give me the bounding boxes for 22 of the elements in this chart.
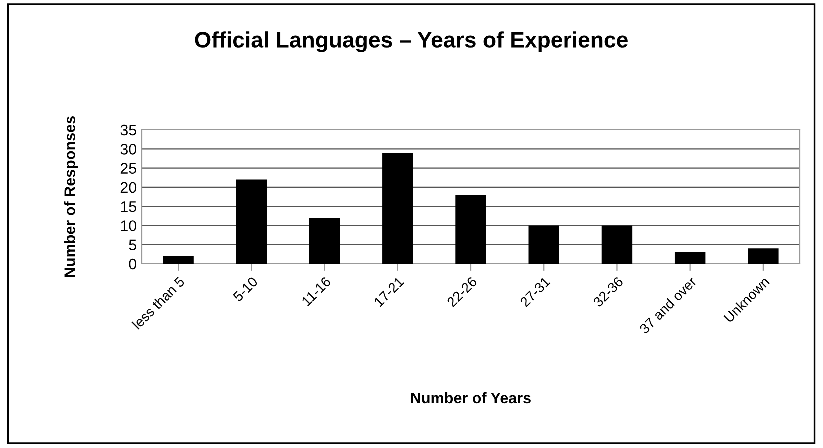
y-tick-label: 25 [120,163,136,174]
x-axis-title: Number of Years [411,392,531,404]
x-tick-label: less than 5 [132,276,186,330]
y-axis-title: Number of Responses [64,116,78,278]
y-tick-label: 30 [120,144,137,155]
bar [674,252,706,264]
bar [602,226,633,264]
y-tick-label: 5 [129,240,136,251]
bar [382,152,414,264]
bar [236,180,268,264]
bar [748,248,779,264]
y-tick-label: 15 [121,202,136,212]
y-tick-label: 10 [121,220,137,232]
bar [528,226,560,264]
y-tick-label: 0 [129,258,137,270]
bar [456,195,486,264]
chart-title: Official Languages – Years of Experience [195,32,628,52]
x-tick-label: 37 and over [638,276,698,335]
y-tick-label: 20 [120,182,137,194]
bar [163,256,194,264]
y-tick-label: 35 [120,124,136,136]
bar [309,218,340,264]
